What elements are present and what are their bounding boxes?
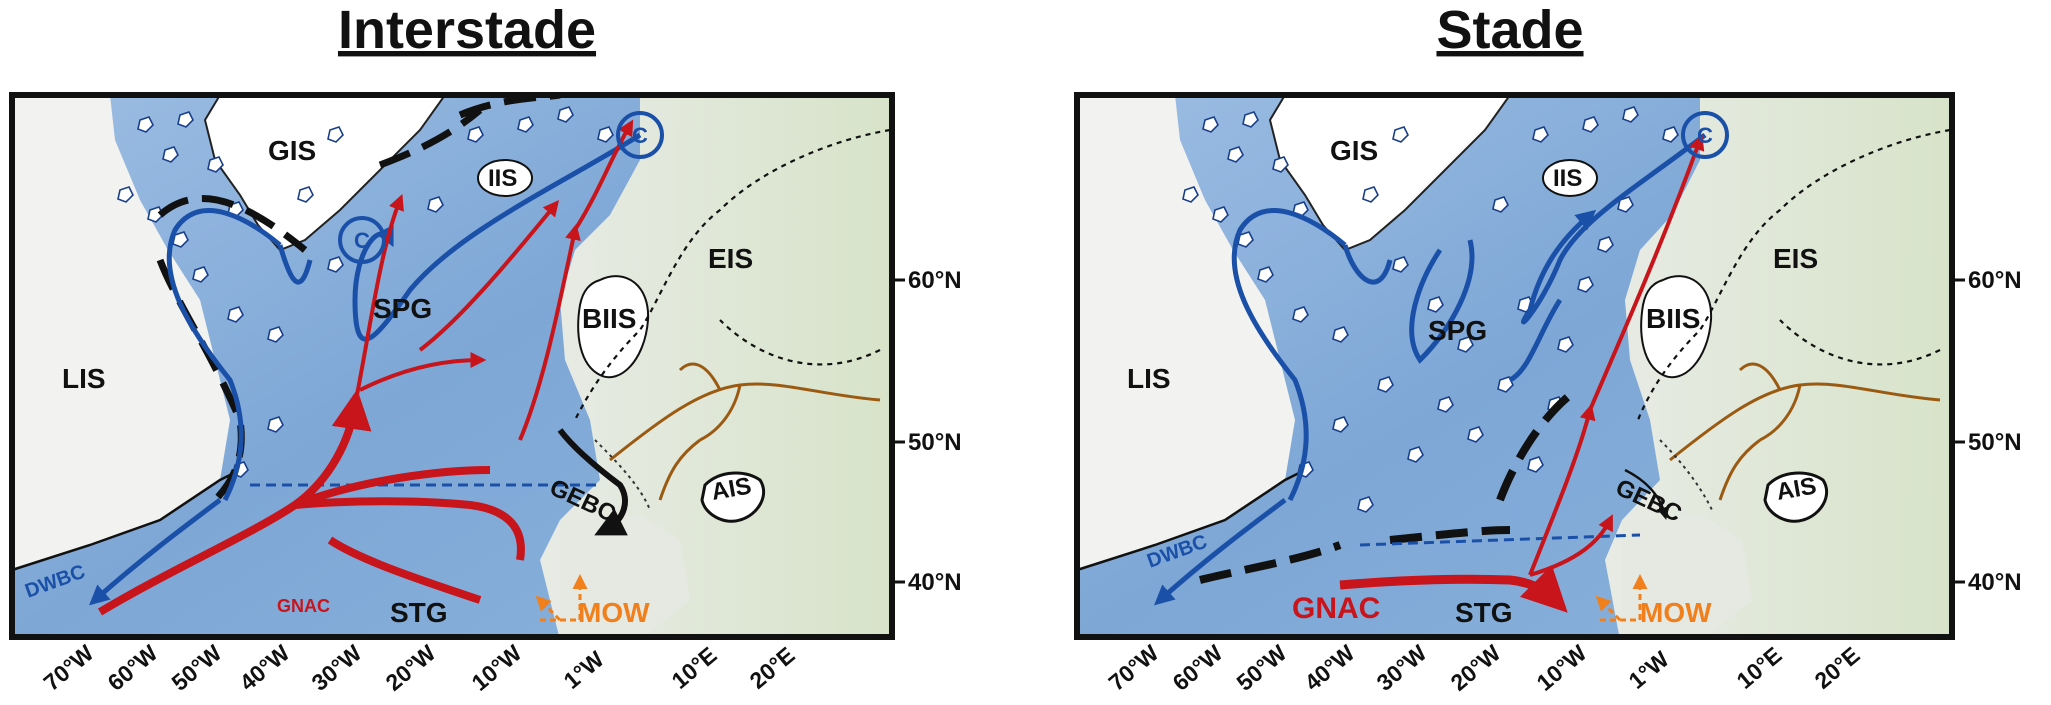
rivers (609, 362, 881, 501)
label-c-1: C (632, 123, 648, 148)
lat-tick: 40°N (1968, 569, 2022, 596)
red-currents-branches (353, 119, 634, 441)
lon-tick: 40°W (235, 639, 295, 695)
gebc-current (1624, 468, 1670, 520)
land-north-america (12, 95, 230, 570)
lon-tick: 50°W (1232, 639, 1292, 695)
lat-tick: 60°N (1968, 267, 2022, 294)
lon-tick: 50°W (167, 639, 227, 695)
gebc-dotted (1659, 439, 1713, 511)
gebc-dotted (594, 439, 651, 511)
label-mow: MOW (578, 597, 650, 628)
lon-tick: 60°W (1168, 639, 1228, 695)
map-interstade (12, 95, 892, 637)
ice-margin-dashes (1496, 391, 1573, 502)
lis-margin-dashes (1199, 526, 1511, 584)
lis-margin (1077, 468, 1306, 572)
lon-tick: 70°W (39, 639, 99, 695)
red-currents (1339, 564, 1568, 613)
land-north-america (1077, 95, 1295, 570)
label-gis: GIS (268, 135, 316, 166)
lon-axis-stade: 70°W 60°W 50°W 40°W 30°W 20°W 10°W 1°W 1… (1104, 639, 1865, 695)
eis-south-margin (719, 319, 881, 366)
label-biis: BIIS (582, 303, 636, 334)
mow-arrows (535, 574, 588, 622)
land-iceland (477, 159, 533, 197)
land-greenland (203, 95, 447, 252)
lon-tick: 20°E (1810, 642, 1865, 694)
red-currents (97, 389, 525, 616)
land-british-isles (577, 275, 650, 378)
map-frame-stade (1074, 92, 1955, 640)
label-spg: SPG (1428, 315, 1487, 346)
lon-tick: 30°W (307, 639, 367, 695)
dwbc-return (1359, 533, 1641, 547)
panel-stade: Stade (1074, 0, 2022, 696)
lon-axis-interstade: 70°W 60°W 50°W 40°W 30°W 20°W 10°W 1°W 1… (39, 639, 800, 695)
rivers (1669, 362, 1941, 501)
label-spg: SPG (373, 293, 432, 324)
land-iceland (1542, 159, 1598, 197)
lat-tick: 50°N (908, 429, 962, 456)
land-iberia (1622, 515, 1752, 637)
label-lis: LIS (62, 363, 106, 394)
label-gis: GIS (1330, 135, 1378, 166)
label-eis: EIS (708, 243, 753, 274)
panel-title-interstade: Interstade (338, 0, 596, 60)
panel-interstade: Interstade (9, 0, 962, 696)
label-c-1: C (1697, 123, 1713, 148)
lon-tick: 10°W (1532, 639, 1592, 695)
label-stg: STG (1455, 597, 1513, 628)
lon-tick: 10°E (1732, 642, 1787, 694)
land-europe (1605, 95, 1952, 637)
label-mow: MOW (1640, 597, 1712, 628)
label-gnac: GNAC (277, 596, 330, 616)
blue-currents (89, 132, 642, 606)
lat-tick: 50°N (1968, 429, 2022, 456)
lat-axis-stade: 60°N 50°N 40°N (1952, 267, 2022, 596)
lon-tick: 60°W (103, 639, 163, 695)
mow-arrows (1595, 574, 1648, 622)
lon-tick: 30°W (1372, 639, 1432, 695)
lon-tick: 70°W (1104, 639, 1164, 695)
lon-tick: 20°W (381, 639, 441, 695)
label-eis: EIS (1773, 243, 1818, 274)
convection-site-1 (1681, 111, 1729, 159)
lon-tick: 10°E (667, 642, 722, 694)
gebc-current (557, 428, 628, 536)
lis-margin (12, 468, 241, 572)
red-currents-branches (1528, 133, 1705, 577)
eis-south-margin (1779, 319, 1941, 366)
label-iis: IIS (1553, 165, 1582, 192)
map-stade (1077, 95, 1952, 637)
label-c-2: C (354, 228, 370, 253)
lon-tick: 10°W (467, 639, 527, 695)
panel-title-stade: Stade (1436, 0, 1583, 60)
label-stg: STG (390, 597, 448, 628)
map-frame-interstade (9, 92, 895, 640)
convection-site-2 (338, 216, 386, 264)
lat-tick: 60°N (908, 267, 962, 294)
lon-tick: 40°W (1300, 639, 1360, 695)
lon-tick: 20°E (745, 642, 800, 694)
lat-tick: 40°N (908, 569, 962, 596)
land-alps (1763, 471, 1829, 523)
land-greenland (1268, 95, 1512, 252)
convection-site-1 (616, 111, 664, 159)
blue-currents (1154, 133, 1707, 606)
land-iberia (560, 515, 690, 637)
label-biis: BIIS (1646, 303, 1700, 334)
lon-tick: 20°W (1446, 639, 1506, 695)
label-lis: LIS (1127, 363, 1171, 394)
label-iis: IIS (488, 165, 517, 192)
lat-axis-interstade: 60°N 50°N 40°N (892, 267, 962, 596)
lon-tick: 1°W (559, 646, 609, 694)
lon-tick: 1°W (1624, 646, 1674, 694)
label-gnac: GNAC (1292, 592, 1380, 625)
land-alps (700, 471, 766, 523)
